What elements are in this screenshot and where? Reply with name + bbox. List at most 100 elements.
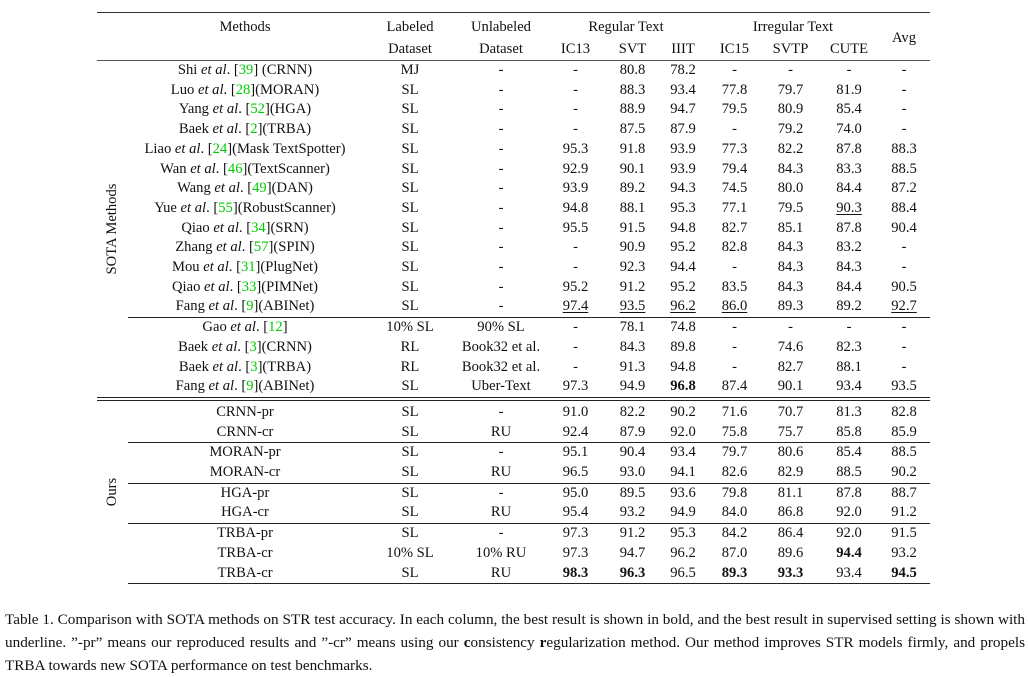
- citation-link[interactable]: 57: [253, 239, 269, 256]
- svtp-cell: 84.3: [761, 278, 820, 298]
- unlabeled-dataset-cell: -: [458, 442, 544, 464]
- table-row: TRBA-cr SL RU 98.3 96.3 96.5 89.3 93.3 93.4 94.5: [97, 563, 930, 585]
- citation-link[interactable]: 28: [235, 81, 251, 98]
- svtp-cell: 85.1: [761, 219, 820, 239]
- cute-cell: 81.9: [820, 81, 878, 101]
- ic13-cell: 92.4: [544, 423, 607, 443]
- value: 89.2: [619, 180, 646, 197]
- citation-link[interactable]: 34: [251, 219, 266, 236]
- method-author: Baek: [178, 338, 212, 355]
- iiit-cell: 96.2: [658, 544, 708, 564]
- unlabeled-dataset-cell: 10% RU: [475, 544, 527, 561]
- svt-cell: 91.5: [607, 219, 658, 239]
- svtp-cell: 90.1: [761, 377, 820, 399]
- unlabeled-dataset-cell: Uber-Text: [471, 378, 531, 395]
- unlabeled-dataset-cell: -: [498, 278, 504, 295]
- value: 79.5: [721, 101, 748, 118]
- method-cell: TRBA-pr: [128, 523, 362, 544]
- method-model: ](TRBA): [257, 358, 312, 375]
- avg-cell: 85.9: [878, 423, 930, 443]
- header-regular-text: Regular Text: [544, 12, 708, 38]
- value: -: [901, 239, 907, 256]
- value: -: [901, 319, 907, 336]
- method-model: ](ABINet): [253, 378, 315, 395]
- table-row: Zhang et al. [57](SPIN) SL - - 90.9 95.2 82.8 8…: [97, 238, 930, 258]
- citation-link[interactable]: 2: [250, 121, 258, 138]
- citation-link[interactable]: 49: [252, 180, 267, 197]
- value: 96.5: [562, 464, 589, 481]
- method-cell: Baek et al. [3](TRBA): [178, 358, 312, 375]
- method-author: Fang: [175, 378, 209, 395]
- citation-link[interactable]: 24: [212, 140, 228, 157]
- cute-cell: -: [820, 317, 878, 338]
- value: 88.1: [836, 358, 862, 375]
- value: -: [732, 259, 737, 276]
- method-model: ](Mask TextSpotter): [227, 140, 346, 157]
- citation-link[interactable]: 55: [218, 199, 233, 216]
- avg-cell: 88.5: [878, 442, 930, 464]
- header-ic15: IC15: [708, 38, 761, 61]
- unlabeled-dataset-cell: -: [498, 199, 504, 216]
- method-author: Shi: [177, 62, 202, 78]
- ic13-cell: -: [544, 238, 607, 258]
- value: 93.0: [619, 464, 646, 481]
- ic13-cell: 93.9: [544, 179, 607, 199]
- value: 91.8: [619, 140, 646, 157]
- svtp-cell: 84.3: [761, 238, 820, 258]
- ic15-cell: -: [708, 317, 761, 338]
- cute-cell: 90.3: [820, 199, 878, 219]
- value: 88.3: [619, 81, 646, 98]
- table-row: Fang et al. [9](ABINet) SL Uber-Text 97.3 94…: [97, 377, 930, 399]
- value: 94.7: [619, 544, 646, 561]
- labeled-dataset-cell: SL: [401, 101, 419, 118]
- unlabeled-dataset-cell: RU: [458, 563, 544, 585]
- table-row: Mou et al. [31](PlugNet) SL - - 92.3 94.4 - 84.…: [97, 258, 930, 278]
- method-cell: Wan et al. [46](TextScanner): [160, 160, 330, 177]
- method-etal: et al: [216, 239, 242, 256]
- value: 82.2: [777, 140, 804, 157]
- header-group-spacer: [97, 12, 128, 61]
- value: 95.4: [562, 504, 589, 521]
- citation-link[interactable]: 3: [249, 338, 257, 355]
- value: 94.4: [836, 544, 862, 561]
- citation-link[interactable]: 12: [268, 319, 283, 336]
- iiit-cell: 96.2: [658, 297, 708, 317]
- unlabeled-dataset-cell: -: [498, 62, 504, 78]
- citation-link[interactable]: 46: [227, 160, 243, 177]
- method-author: Liao: [144, 140, 175, 157]
- cute-cell: 89.2: [820, 297, 878, 317]
- iiit-cell: 95.2: [658, 278, 708, 298]
- value: 79.2: [777, 121, 804, 138]
- citation-link[interactable]: 31: [240, 259, 256, 276]
- ic13-cell: -: [544, 100, 607, 120]
- citation-link[interactable]: 39: [238, 62, 254, 78]
- group-label: Ours: [103, 478, 120, 507]
- labeled-dataset-cell: SL: [401, 121, 419, 138]
- value: 77.8: [721, 81, 748, 98]
- citation-link[interactable]: 9: [246, 298, 254, 315]
- value: 81.3: [836, 403, 862, 420]
- citation-link[interactable]: 33: [241, 278, 257, 295]
- value: 80.0: [777, 180, 804, 197]
- citation-link[interactable]: 3: [250, 358, 258, 375]
- header-svt: SVT: [607, 38, 658, 61]
- value: 94.9: [619, 378, 646, 395]
- ic13-cell: 91.0: [544, 396, 607, 423]
- citation-link[interactable]: 9: [246, 378, 254, 395]
- value: 97.3: [562, 525, 589, 542]
- value: -: [901, 358, 907, 375]
- ic15-cell: -: [708, 61, 761, 81]
- ic13-cell: -: [544, 338, 607, 358]
- value: 84.3: [777, 259, 804, 276]
- method-model: ](CRNN): [256, 338, 312, 355]
- ic15-cell: 77.8: [708, 81, 761, 101]
- value: 82.6: [721, 464, 748, 481]
- citation-link[interactable]: 52: [250, 101, 265, 118]
- ic13-cell: 92.9: [544, 160, 607, 180]
- table-row: Baek et al. [3](CRNN) RL Book32 et al. - 84.…: [97, 338, 930, 358]
- method-etal: et al: [214, 180, 240, 197]
- value: 92.0: [836, 504, 862, 521]
- value: 91.2: [891, 504, 917, 521]
- value: 93.2: [619, 504, 646, 521]
- ic15-cell: 79.5: [708, 100, 761, 120]
